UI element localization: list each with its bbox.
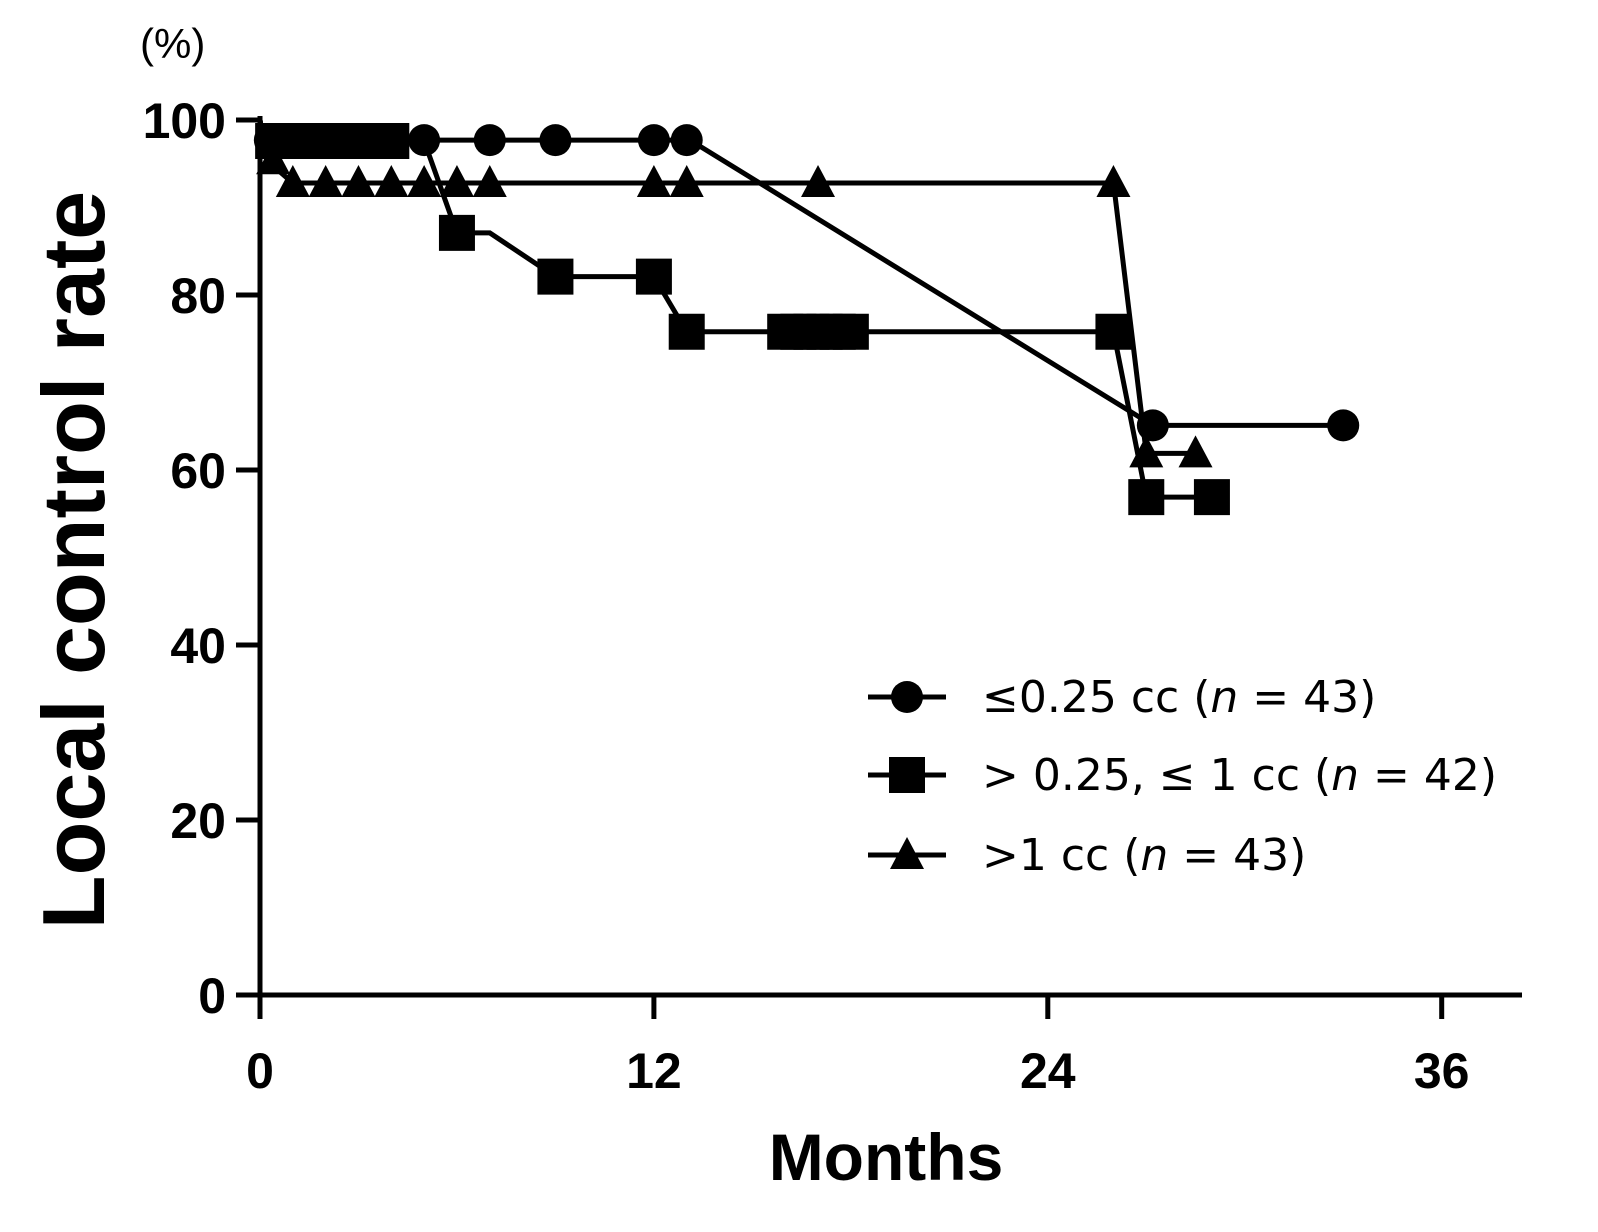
series-small-volume-line	[257, 119, 1344, 428]
series-medium-volume-marker	[1095, 313, 1132, 350]
y-tick-label: 0	[198, 968, 226, 1024]
series-medium-volume-marker	[1128, 479, 1165, 516]
x-tick-label: 12	[626, 1043, 682, 1099]
legend-item-small-volume: ≤0.25 cc (n = 43)	[868, 672, 1376, 723]
series-large-volume-marker	[374, 165, 409, 197]
series-small-volume-marker	[539, 124, 572, 157]
y-axis-title: Local control rate	[24, 191, 123, 929]
x-tick-label: 24	[1020, 1043, 1076, 1099]
series-markers	[253, 123, 1360, 516]
y-unit-label: (%)	[140, 20, 205, 67]
legend-label: > 0.25, ≤ 1 cc (n = 42)	[982, 750, 1497, 801]
y-tick-label: 60	[170, 443, 226, 499]
series-small-volume-marker	[670, 124, 703, 157]
legend-item-large-volume: >1 cc (n = 43)	[868, 830, 1306, 881]
series-large-volume-marker	[669, 165, 704, 197]
series-medium-volume-marker	[537, 258, 574, 295]
series-small-volume-marker	[637, 124, 670, 157]
series-medium-volume-marker	[635, 258, 672, 295]
legend-marker	[889, 757, 925, 793]
series-large-volume-marker	[801, 165, 836, 197]
x-tick-label: 0	[246, 1043, 274, 1099]
series-large-volume-marker	[472, 165, 507, 197]
legend-label: ≤0.25 cc (n = 43)	[982, 672, 1376, 723]
legend-label-n: n	[1331, 750, 1359, 801]
legend-label-prefix: ≤0.25 cc (	[982, 672, 1210, 723]
legend-label-suffix: = 42)	[1359, 750, 1497, 801]
series-large-volume-marker	[439, 165, 474, 197]
x-tick-label: 36	[1414, 1043, 1470, 1099]
legend-marker	[891, 681, 923, 713]
series-small-volume-marker	[408, 124, 441, 157]
series-small-volume-marker	[473, 124, 506, 157]
series-large-volume-marker	[256, 142, 291, 175]
legend-label-suffix: = 43)	[1168, 830, 1306, 881]
y-tick-label: 80	[170, 268, 226, 324]
series-medium-volume-marker	[832, 313, 869, 350]
legend-label-n: n	[1210, 672, 1238, 723]
legend-label: >1 cc (n = 43)	[982, 830, 1306, 881]
series-large-volume-line	[257, 119, 1196, 456]
series-large-volume-marker	[1178, 435, 1213, 468]
series-large-volume-marker	[1129, 435, 1164, 468]
legend-label-prefix: > 0.25, ≤ 1 cc (	[982, 750, 1331, 801]
series-medium-volume-line	[257, 119, 1212, 500]
legend-item-medium-volume: > 0.25, ≤ 1 cc (n = 42)	[868, 750, 1497, 801]
series-medium-volume-marker	[1193, 479, 1230, 516]
series-large-volume-marker	[308, 165, 343, 197]
series-small-volume-marker	[1136, 409, 1169, 442]
series-large-volume-marker	[275, 165, 310, 197]
series-large-volume-marker	[341, 165, 376, 197]
legend-label-prefix: >1 cc (	[982, 830, 1140, 881]
legend-marker	[890, 837, 924, 869]
series-small-volume-marker	[1327, 409, 1360, 442]
y-tick-label: 20	[170, 793, 226, 849]
series-medium-volume-marker	[373, 123, 410, 159]
x-ticks: 0 12 24 36	[246, 995, 1470, 1099]
x-axis-title: Months	[769, 1120, 1004, 1194]
y-tick-label: 100	[143, 93, 226, 149]
legend-label-n: n	[1140, 830, 1168, 881]
legend-label-suffix: = 43)	[1238, 672, 1376, 723]
series-large-volume-marker	[636, 165, 671, 197]
y-ticks: 0 20 40 60 80 100	[143, 93, 260, 1024]
series-large-volume-marker	[1096, 165, 1131, 197]
plot-area: 0 20 40 60 80 100 0 12 24 36	[143, 93, 1522, 1099]
legend: ≤0.25 cc (n = 43)> 0.25, ≤ 1 cc (n = 42)…	[868, 672, 1497, 881]
series-medium-volume-marker	[668, 313, 705, 350]
series-large-volume-marker	[407, 165, 442, 197]
y-tick-label: 40	[170, 618, 226, 674]
series-medium-volume-marker	[438, 214, 475, 251]
